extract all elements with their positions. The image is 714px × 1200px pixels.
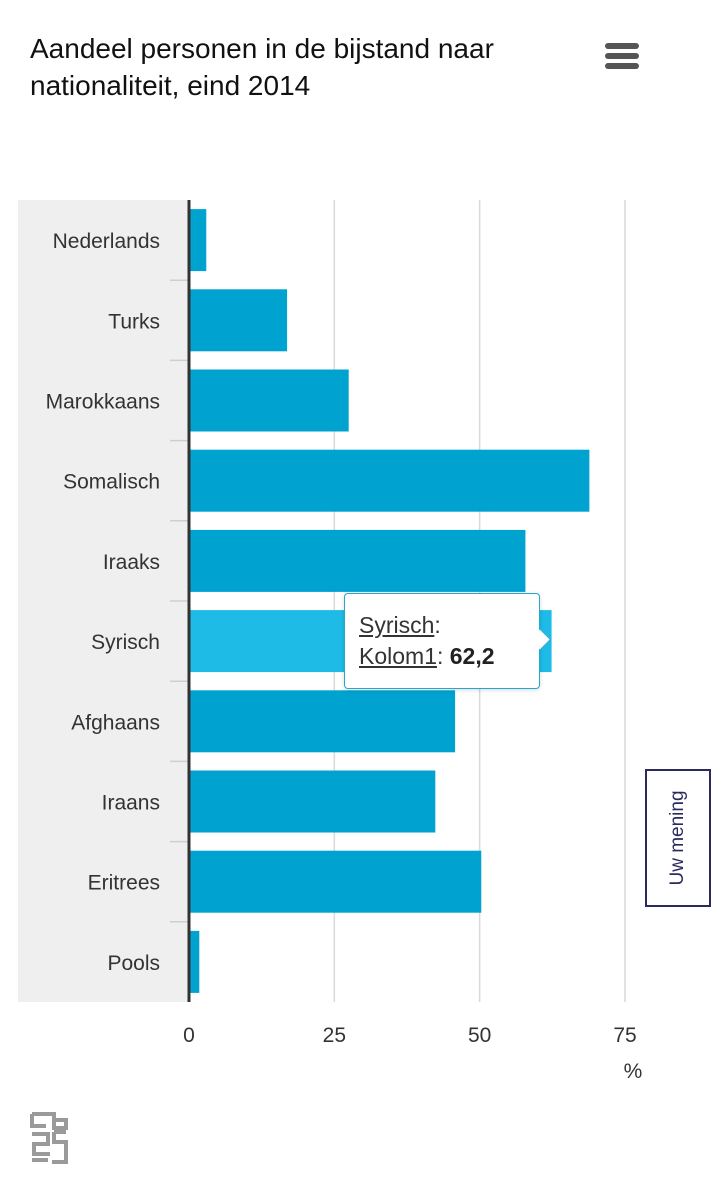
bar[interactable] bbox=[190, 930, 200, 993]
category-label: Turks bbox=[108, 310, 160, 333]
bar[interactable] bbox=[190, 690, 456, 753]
cbs-logo-icon bbox=[30, 1112, 68, 1164]
value-axis-unit: % bbox=[624, 1060, 643, 1083]
category-label: Somalisch bbox=[63, 471, 160, 494]
category-label: Iraans bbox=[102, 792, 160, 815]
feedback-button[interactable]: Uw mening bbox=[645, 769, 711, 907]
bar[interactable] bbox=[190, 369, 349, 432]
category-label: Syrisch bbox=[91, 631, 160, 654]
bar[interactable] bbox=[190, 770, 436, 833]
bar[interactable] bbox=[190, 449, 590, 512]
x-tick-label: 50 bbox=[468, 1024, 491, 1047]
tooltip-value: 62,2 bbox=[449, 643, 495, 669]
bar[interactable] bbox=[190, 850, 482, 913]
category-label: Iraaks bbox=[103, 551, 160, 574]
x-tick-label: 25 bbox=[323, 1024, 346, 1047]
x-tick-label: 0 bbox=[183, 1024, 195, 1047]
category-label: Marokkaans bbox=[46, 391, 160, 414]
feedback-label: Uw mening bbox=[667, 790, 688, 886]
value-tick-labels: 0 25 50 75 bbox=[183, 1024, 637, 1047]
hamburger-menu-icon[interactable] bbox=[600, 40, 644, 76]
category-label-band bbox=[18, 200, 189, 1002]
category-labels: Nederlands Turks Marokkaans Somalisch Iraaks… bbox=[46, 230, 160, 975]
tooltip-colon: : bbox=[434, 612, 441, 638]
tooltip-category: Syrisch bbox=[359, 612, 435, 638]
category-label: Afghaans bbox=[71, 711, 160, 734]
bar[interactable] bbox=[190, 209, 207, 272]
data-tooltip: Syrisch: Kolom1: 62,2 bbox=[344, 593, 540, 689]
bar[interactable] bbox=[190, 529, 526, 592]
bar[interactable] bbox=[190, 289, 288, 352]
category-label: Pools bbox=[107, 952, 160, 975]
category-ticks bbox=[170, 279, 189, 923]
category-label: Eritrees bbox=[88, 872, 160, 895]
tooltip-series: Kolom1 bbox=[359, 643, 437, 669]
category-label: Nederlands bbox=[53, 230, 160, 253]
x-tick-label: 75 bbox=[613, 1024, 636, 1047]
chart-title: Aandeel personen in de bijstand naar nat… bbox=[30, 33, 494, 101]
tooltip-separator: : bbox=[436, 643, 450, 669]
